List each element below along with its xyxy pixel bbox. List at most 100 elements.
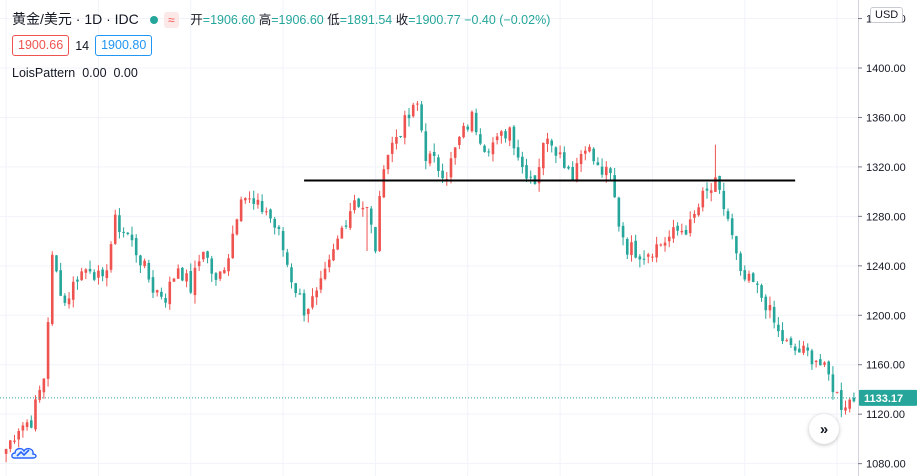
candle-body (88, 268, 92, 272)
candle-body (516, 147, 520, 158)
candle-body (735, 236, 738, 254)
candle-body (646, 254, 650, 257)
candle-body (390, 142, 394, 154)
candle-body (789, 338, 793, 346)
symbol-title[interactable]: 黄金/美元 · 1D · IDC (12, 11, 139, 27)
candle-body (290, 267, 293, 283)
candle-body (764, 296, 768, 311)
candle-body (743, 270, 747, 280)
candle-body (395, 137, 398, 144)
tick-label: 1280.00 (866, 211, 906, 223)
candle-body (155, 290, 159, 293)
tick-label: 1320.00 (866, 162, 906, 174)
candle-body (563, 152, 566, 168)
candle-body (739, 253, 742, 272)
candle-body (269, 209, 272, 219)
candle-body (474, 112, 478, 133)
candle-body (164, 298, 167, 303)
candle-body (642, 258, 646, 260)
candle-body (466, 126, 470, 130)
candle-body (491, 142, 495, 155)
tick-label: 1360.00 (866, 112, 906, 124)
candle-body (428, 153, 432, 164)
candle-body (810, 350, 814, 365)
candle-body (113, 214, 117, 244)
approx-equal-icon[interactable]: ≈ (164, 12, 179, 28)
candle-body (726, 211, 730, 219)
indicator-value-1: 0.00 (82, 66, 107, 80)
currency-badge[interactable]: USD (870, 7, 904, 23)
candle-body (206, 251, 209, 258)
candle-body (281, 231, 285, 251)
change-value: −0.40 (−0.02%) (464, 13, 551, 27)
candle-body (8, 440, 12, 449)
candle-body (693, 213, 696, 218)
candle-body (223, 270, 226, 274)
candle-body (361, 207, 365, 210)
candle-body (369, 208, 373, 225)
last-price-label: 1133.17 (864, 393, 903, 405)
candle-body (512, 126, 516, 149)
candle-body (97, 270, 100, 278)
candle-body (139, 255, 142, 266)
candle-body (651, 256, 654, 258)
candle-body (407, 114, 411, 119)
candle-body (781, 330, 784, 342)
indicator-legend[interactable]: LoisPattern 0.00 0.00 (12, 66, 138, 80)
candle-body (147, 262, 151, 280)
candle-body (751, 273, 755, 283)
double-chevron-right-icon[interactable]: » (809, 414, 839, 444)
candle-body (265, 211, 268, 213)
candle-body (210, 258, 214, 274)
candle-body (793, 346, 797, 351)
tradingview-cloud-icon[interactable] (10, 440, 38, 464)
candle-body (663, 242, 667, 246)
candle-body (806, 347, 810, 351)
candle-body (118, 215, 121, 233)
high-value: =1906.60 (271, 13, 324, 27)
last-price-badge (859, 389, 917, 406)
candle-body (537, 167, 541, 184)
candle-body (84, 269, 88, 273)
candle-body (260, 201, 264, 212)
candle-body (252, 198, 256, 204)
candle-body (420, 104, 423, 131)
candle-body (256, 199, 260, 205)
candle-body (311, 296, 314, 308)
candle-body (181, 267, 184, 281)
candle-body (50, 254, 54, 325)
candle-body (55, 255, 58, 272)
candle-body (17, 430, 20, 440)
candle-body (525, 165, 528, 179)
candle-body (193, 267, 197, 296)
candle-body (546, 138, 549, 145)
candle-body (399, 136, 402, 138)
candle-body (92, 272, 96, 280)
candle-body (172, 278, 176, 282)
candle-body (768, 305, 772, 311)
candle-body (542, 142, 545, 169)
candle-body (231, 233, 235, 259)
candle-body (38, 389, 41, 400)
candle-body (504, 131, 507, 139)
candle-body (71, 281, 75, 300)
candle-body (714, 177, 717, 192)
candle-body (239, 199, 243, 222)
candle-body (814, 360, 818, 363)
candle-body (453, 147, 457, 158)
candle-body (730, 218, 734, 236)
candle-body (176, 268, 180, 279)
sell-price-button[interactable]: 1900.66 (12, 35, 70, 56)
candle-body (29, 420, 33, 428)
candle-body (697, 207, 700, 216)
candle-body (672, 227, 675, 239)
candle-body (302, 293, 306, 316)
candle-body (722, 190, 726, 210)
buy-price-button[interactable]: 1900.80 (95, 35, 153, 56)
candle-body (348, 211, 352, 228)
candle-body (600, 166, 604, 175)
candle-body (42, 378, 46, 393)
candle-body (340, 227, 344, 239)
